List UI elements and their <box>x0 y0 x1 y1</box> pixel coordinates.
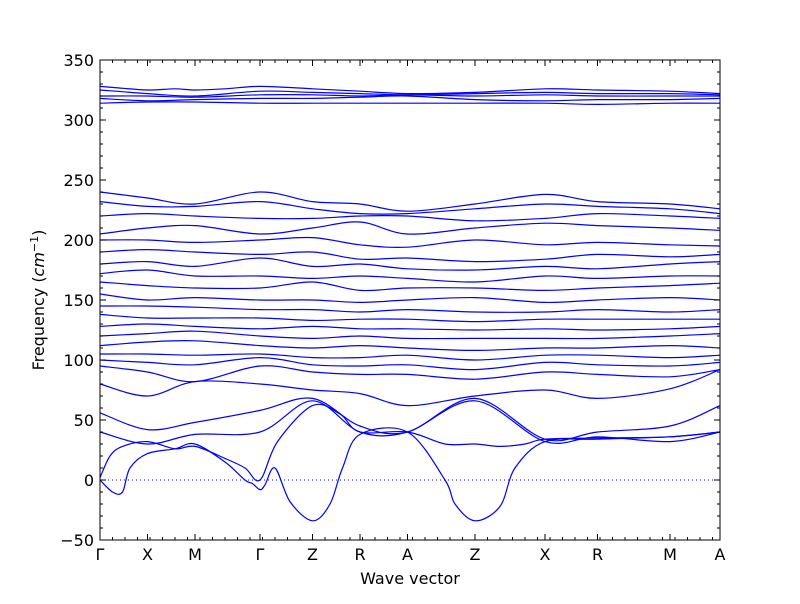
band-line-5 <box>99 101 721 106</box>
band-line-9 <box>99 221 721 235</box>
band-line-19 <box>99 330 721 340</box>
band-line-26 <box>99 400 721 445</box>
y-axis-label-exponent: −1 <box>28 236 41 252</box>
y-tick-label: 300 <box>63 111 94 130</box>
band-line-3 <box>99 93 720 98</box>
y-tick-label: 150 <box>63 291 94 310</box>
y-tick-label: 100 <box>63 351 94 370</box>
x-tick-label: R <box>354 545 365 564</box>
y-axis-label: Frequency (cm−1) <box>28 230 49 371</box>
x-tick-label: M <box>188 545 202 564</box>
band-line-10 <box>99 236 721 248</box>
y-tick-label: 50 <box>74 411 94 430</box>
band-line-28 <box>99 427 721 522</box>
y-tick-label: 200 <box>63 231 94 250</box>
x-tick-label: Γ <box>256 545 265 564</box>
band-line-13 <box>99 269 721 283</box>
band-line-18 <box>99 323 721 331</box>
x-tick-label: Γ <box>96 545 105 564</box>
band-line-25 <box>99 397 721 442</box>
x-tick-label: A <box>715 545 726 564</box>
band-line-1 <box>99 85 721 95</box>
y-tick-label: 250 <box>63 171 94 190</box>
band-line-12 <box>99 257 721 271</box>
y-tick-label: −50 <box>60 531 94 550</box>
band-line-8 <box>99 212 721 222</box>
x-tick-label: Z <box>470 545 481 564</box>
y-tick-label: 0 <box>84 471 94 490</box>
x-tick-label: X <box>142 545 153 564</box>
band-line-22 <box>99 356 721 371</box>
band-line-17 <box>99 313 720 323</box>
band-line-20 <box>99 340 721 352</box>
band-line-7 <box>99 200 721 215</box>
x-tick-label: M <box>663 545 677 564</box>
y-tick-label: 350 <box>63 51 94 70</box>
x-tick-label: R <box>592 545 603 564</box>
band-line-14 <box>99 281 721 292</box>
band-line-2 <box>99 89 721 97</box>
band-line-24 <box>99 369 721 407</box>
y-axis-label-unit: cm <box>29 252 48 276</box>
x-tick-label: A <box>402 545 413 564</box>
band-line-16 <box>99 305 721 313</box>
x-tick-label: Z <box>307 545 318 564</box>
band-line-27 <box>99 403 721 482</box>
band-line-21 <box>99 353 721 361</box>
y-axis-label-main: Frequency <box>29 288 48 371</box>
x-axis-label: Wave vector <box>360 569 460 588</box>
band-line-15 <box>99 293 721 304</box>
band-line-4 <box>99 95 721 102</box>
band-line-6 <box>99 191 721 212</box>
band-line-11 <box>99 248 721 263</box>
x-tick-label: X <box>540 545 551 564</box>
